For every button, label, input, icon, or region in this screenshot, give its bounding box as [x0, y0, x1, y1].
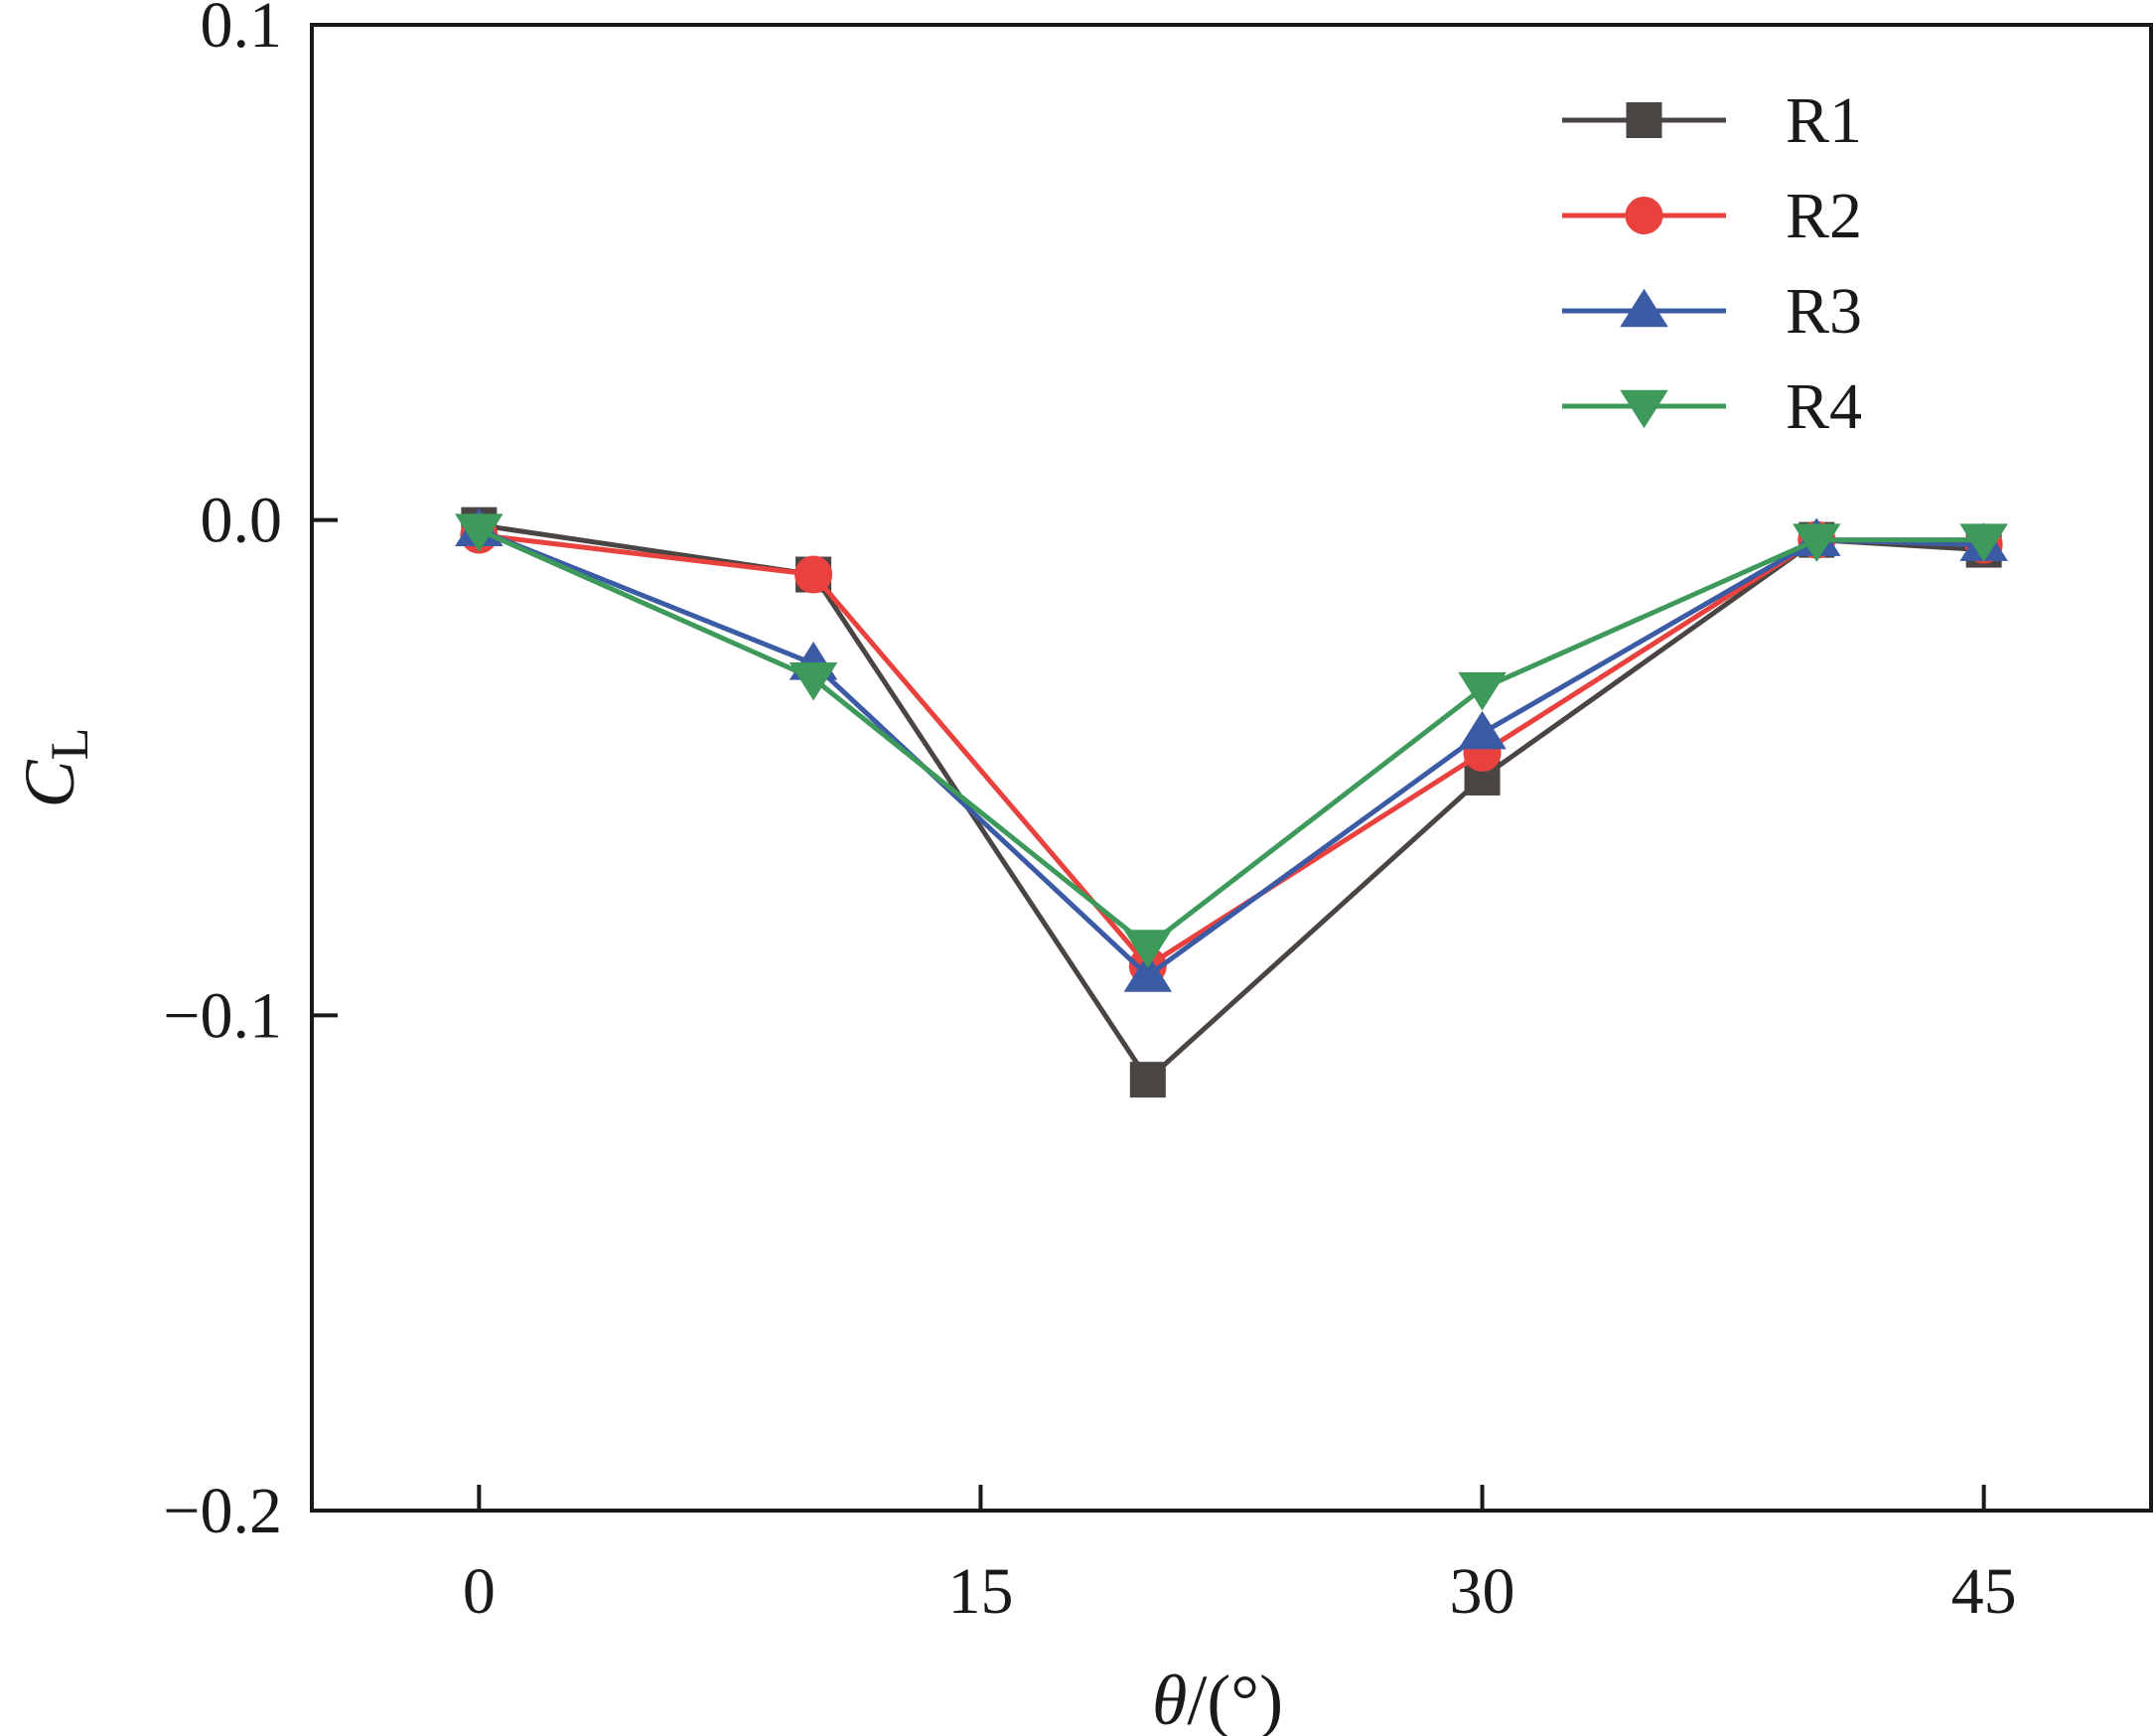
y-axis: −0.2 −0.1 0.0 0.1: [163, 0, 338, 1547]
x-tick-label: 30: [1450, 1555, 1515, 1628]
legend-item: R1: [1562, 84, 1862, 157]
series-line: [478, 527, 1984, 978]
legend-label: R3: [1786, 275, 1862, 348]
x-axis: 0 15 30 45: [463, 1485, 2017, 1628]
y-axis-title: CL: [10, 727, 99, 807]
data-point: [1458, 710, 1507, 750]
y-axis-title-subscript: L: [40, 727, 99, 760]
legend: R1 R2 R3 R4: [1562, 84, 1862, 443]
y-tick-label: −0.1: [163, 979, 282, 1052]
x-axis-title-unit: /(°): [1187, 1661, 1283, 1736]
data-point: [1959, 523, 2008, 562]
series-line: [478, 522, 1984, 1083]
legend-marker: [1625, 197, 1663, 234]
plot-frame: [310, 23, 2153, 1513]
y-tick-label: 0.1: [201, 0, 283, 62]
legend-marker: [1620, 288, 1668, 328]
legend-item: R3: [1562, 275, 1862, 348]
series-line: [478, 527, 1984, 949]
x-tick-label: 45: [1951, 1555, 2017, 1628]
x-tick-label: 0: [463, 1555, 496, 1628]
y-tick-label: −0.2: [163, 1475, 282, 1547]
series-r1: [461, 506, 2002, 1098]
legend-label: R1: [1786, 84, 1862, 157]
legend-label: R4: [1786, 370, 1862, 443]
x-tick-label: 15: [947, 1555, 1013, 1628]
data-point: [794, 555, 833, 594]
y-axis-title-symbol: C: [10, 760, 89, 808]
legend-label: R2: [1786, 180, 1862, 252]
legend-marker: [1620, 389, 1668, 429]
legend-marker: [1626, 102, 1662, 138]
data-point: [1793, 523, 1841, 562]
x-axis-title-symbol: θ: [1152, 1661, 1187, 1736]
data-point: [1458, 671, 1507, 711]
data-point: [455, 513, 503, 552]
legend-item: R2: [1562, 180, 1862, 252]
data-point: [1129, 1062, 1166, 1098]
plot-area: [455, 506, 2008, 1098]
series-line: [479, 532, 1984, 968]
data-point: [789, 661, 838, 701]
y-tick-label: 0.0: [201, 485, 283, 557]
data-point: [1123, 953, 1173, 992]
series-r3: [455, 507, 2008, 992]
legend-item: R4: [1562, 370, 1862, 443]
data-point: [1123, 930, 1173, 968]
x-axis-title: θ/(°): [1152, 1661, 1283, 1736]
series-r4: [455, 513, 2008, 968]
